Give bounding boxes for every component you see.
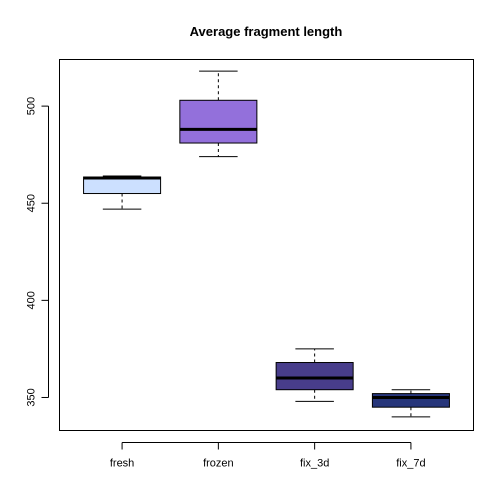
box-rect [179, 99, 258, 144]
box-rect [275, 362, 354, 391]
box-frozen [179, 70, 258, 158]
box-fix_7d [371, 389, 450, 418]
x-tick-label: fresh [110, 458, 134, 470]
box-fresh [83, 175, 162, 210]
y-tick-label: 400 [26, 291, 38, 309]
x-axis: fresh frozen fix_3d fix_7d [110, 442, 426, 470]
box-rect [83, 176, 162, 195]
x-tick-label: fix_7d [396, 458, 425, 470]
box-series [83, 70, 450, 418]
y-axis: 350 400 450 500 [26, 97, 49, 407]
y-tick-label: 500 [26, 97, 38, 115]
y-tick-label: 450 [26, 194, 38, 212]
x-tick-label: fix_3d [300, 458, 329, 470]
chart-title: Average fragment length [190, 24, 343, 39]
y-tick-label: 350 [26, 388, 38, 406]
plot-frame [59, 59, 474, 431]
box-fix_3d [275, 348, 354, 402]
box-rect [371, 393, 450, 408]
x-tick-label: frozen [203, 458, 234, 470]
